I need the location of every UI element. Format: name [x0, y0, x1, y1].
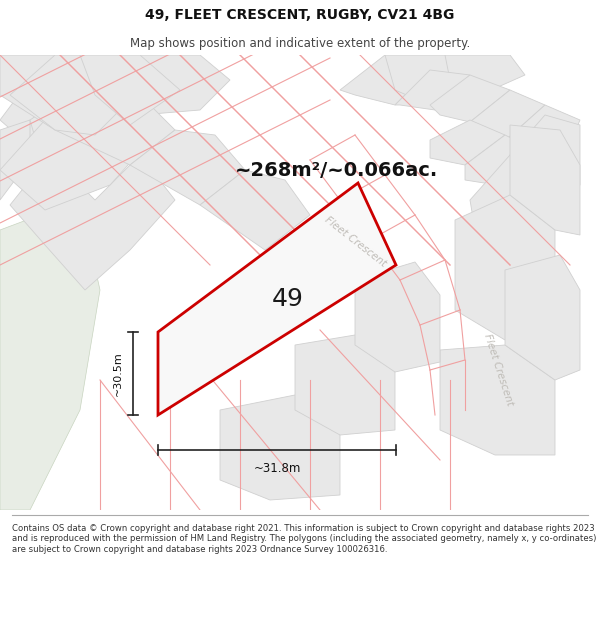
Polygon shape: [295, 335, 395, 435]
Polygon shape: [0, 80, 130, 155]
Polygon shape: [158, 183, 396, 415]
Polygon shape: [10, 155, 175, 290]
Polygon shape: [130, 130, 245, 205]
Polygon shape: [0, 120, 30, 200]
Polygon shape: [470, 155, 555, 240]
Text: ~30.5m: ~30.5m: [113, 351, 123, 396]
Polygon shape: [0, 90, 155, 210]
Polygon shape: [445, 55, 525, 95]
Polygon shape: [0, 200, 100, 510]
Polygon shape: [508, 105, 580, 155]
Polygon shape: [0, 55, 95, 130]
Polygon shape: [200, 170, 310, 250]
Polygon shape: [430, 120, 505, 165]
Text: Map shows position and indicative extent of the property.: Map shows position and indicative extent…: [130, 38, 470, 51]
Polygon shape: [430, 75, 510, 122]
Polygon shape: [395, 70, 470, 110]
Polygon shape: [440, 345, 555, 455]
Text: Fleet Crescent: Fleet Crescent: [322, 215, 388, 269]
Text: 49: 49: [272, 287, 304, 311]
Text: Contains OS data © Crown copyright and database right 2021. This information is : Contains OS data © Crown copyright and d…: [12, 524, 596, 554]
Polygon shape: [465, 135, 535, 185]
Polygon shape: [220, 395, 340, 500]
Polygon shape: [510, 125, 580, 235]
Polygon shape: [90, 55, 230, 115]
Polygon shape: [55, 95, 175, 165]
Polygon shape: [510, 115, 580, 200]
Text: ~31.8m: ~31.8m: [253, 462, 301, 475]
Polygon shape: [30, 80, 100, 155]
Polygon shape: [80, 55, 180, 125]
Polygon shape: [497, 150, 565, 198]
Polygon shape: [455, 195, 555, 340]
Text: Fleet Crescent: Fleet Crescent: [482, 332, 514, 408]
Polygon shape: [385, 55, 470, 105]
Polygon shape: [470, 90, 545, 138]
Polygon shape: [505, 255, 580, 380]
Polygon shape: [355, 262, 440, 372]
Polygon shape: [340, 55, 430, 105]
Text: 49, FLEET CRESCENT, RUGBY, CV21 4BG: 49, FLEET CRESCENT, RUGBY, CV21 4BG: [145, 8, 455, 22]
Text: ~268m²/~0.066ac.: ~268m²/~0.066ac.: [235, 161, 438, 179]
Polygon shape: [10, 55, 130, 135]
